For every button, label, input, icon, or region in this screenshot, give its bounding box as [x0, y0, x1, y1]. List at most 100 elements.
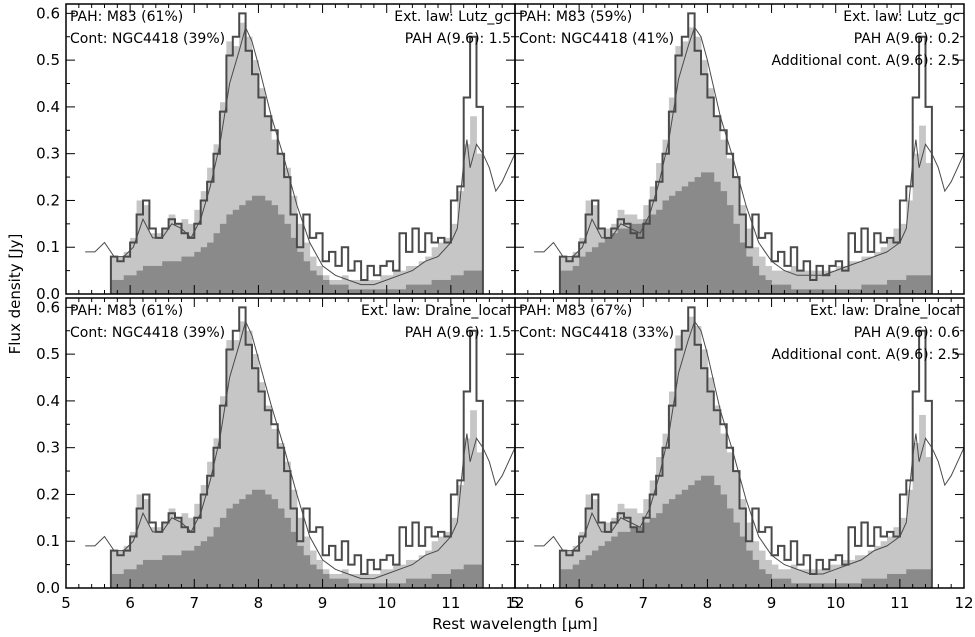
x-tick-label: 9	[767, 594, 777, 612]
model-total-bar	[912, 153, 920, 294]
model-total-bar	[425, 550, 433, 588]
pah-component-bar	[155, 559, 163, 588]
pah-component-bar	[835, 583, 843, 588]
pah-component-bar	[219, 223, 227, 294]
model-total-bar	[155, 527, 163, 588]
model-fit-line	[534, 320, 964, 575]
pah-component-bar	[668, 499, 676, 588]
pah-component-bar	[418, 284, 426, 294]
pah-component-bar	[316, 569, 323, 588]
pah-component-bar	[444, 573, 452, 588]
pah-component-bar	[617, 531, 625, 588]
pah-component-bar	[688, 181, 695, 294]
pah-component-bar	[829, 289, 837, 294]
pah-component-bar	[386, 583, 394, 588]
pah-component-bar	[707, 172, 715, 294]
pah-component-bar	[899, 573, 907, 588]
model-total-bar	[848, 559, 856, 588]
model-total-bar	[200, 485, 208, 588]
pah-component-bar	[771, 284, 779, 294]
pah-component-bar	[328, 284, 336, 294]
pah-component-bar	[668, 195, 676, 294]
model-total-bar	[399, 564, 407, 588]
model-total-bar	[566, 550, 574, 588]
observed-histogram	[558, 306, 933, 588]
model-total-bar	[790, 564, 798, 588]
model-total-bar	[777, 270, 785, 294]
pah-component-bar	[181, 550, 189, 588]
pah-component-bar	[579, 256, 586, 294]
x-tick-label: 9	[318, 594, 328, 612]
model-total-bar	[867, 550, 875, 588]
pah-component-bar	[354, 289, 362, 294]
pah-component-bar	[341, 578, 349, 588]
pah-component-bar	[463, 564, 471, 588]
pah-component-bar	[861, 578, 869, 588]
pah-component-bar	[822, 583, 830, 588]
pah-component-bar	[701, 172, 708, 294]
pah-component-bar	[431, 279, 439, 294]
cont-label: Cont: NGC4418 (39%)	[70, 31, 225, 47]
model-total-bar	[175, 223, 182, 294]
pah-component-bar	[777, 284, 785, 294]
model-total-bar	[380, 275, 388, 294]
pah-component-bar	[566, 270, 574, 294]
pah-component-bar	[296, 251, 304, 294]
model-total-bar	[874, 545, 882, 588]
pah-component-bar	[591, 247, 599, 294]
pah-component-bar	[412, 578, 420, 588]
pah-component-bar	[572, 265, 580, 294]
model-total-bar	[431, 541, 439, 588]
pah-component-bar	[598, 242, 606, 294]
model-total-bar	[470, 410, 477, 588]
model-total-bar	[393, 564, 400, 588]
pah-component-bar	[322, 573, 330, 588]
model-total-bar	[348, 279, 356, 294]
pah-component-bar	[604, 541, 612, 588]
pah-component-bar	[213, 527, 221, 588]
pah-component-bar	[316, 275, 323, 294]
model-total-bar	[373, 573, 381, 588]
pah-component-bar	[752, 265, 760, 294]
pah-component-bar	[630, 223, 638, 294]
pah-component-bar	[611, 233, 619, 294]
model-total-bar	[829, 270, 837, 294]
pah-component-bar	[438, 573, 445, 588]
model-total-bar	[142, 499, 150, 588]
model-total-bar	[899, 223, 907, 294]
model-total-bar	[341, 275, 349, 294]
x-tick-label: 5	[61, 594, 71, 612]
model-total-bar	[835, 265, 843, 294]
pah-component-bar	[450, 275, 458, 294]
model-total-bar	[681, 41, 689, 294]
model-total-bar	[232, 340, 240, 588]
model-total-bar	[117, 550, 125, 588]
model-total-bar	[399, 270, 407, 294]
model-total-bar	[361, 279, 368, 294]
model-total-bar	[784, 270, 792, 294]
model-total-bar	[367, 573, 375, 588]
pah-component-bar	[585, 251, 593, 294]
pah-component-bar	[457, 569, 465, 588]
pah-component-bar	[322, 279, 330, 294]
pah-component-bar	[572, 564, 580, 588]
panel-frame	[514, 297, 965, 589]
pah-component-bar	[758, 275, 766, 294]
pah-component-bar	[149, 559, 157, 588]
x-tick-label: 6	[125, 594, 135, 612]
model-total-bar	[450, 517, 458, 588]
pah-extinction-label: PAH A(9.6): 1.5	[405, 325, 511, 341]
pah-component-bar	[393, 583, 400, 588]
model-total-bar	[412, 265, 420, 294]
pah-component-bar	[842, 289, 849, 294]
model-total-bar	[130, 531, 137, 588]
pah-component-bar	[450, 569, 458, 588]
pah-component-bar	[803, 583, 811, 588]
model-total-bar	[919, 125, 926, 294]
pah-component-bar	[829, 583, 837, 588]
pah-component-bar	[713, 181, 721, 294]
pah-component-bar	[117, 573, 125, 588]
pah-component-bar	[136, 270, 144, 294]
pah-component-bar	[835, 289, 843, 294]
pah-component-bar	[175, 261, 182, 294]
